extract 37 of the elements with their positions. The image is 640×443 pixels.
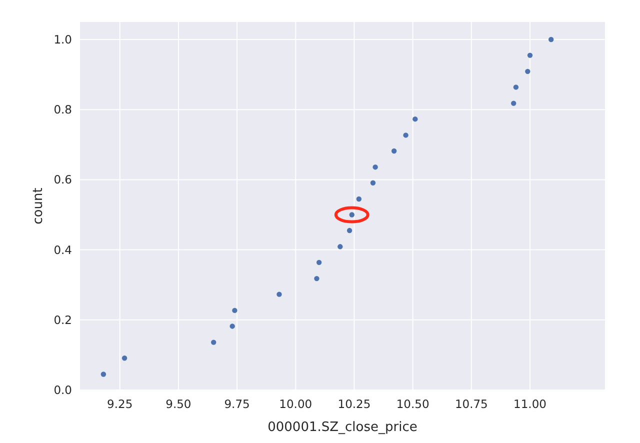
point <box>548 36 554 42</box>
y-tick-label: 1.0 <box>54 32 72 47</box>
point <box>316 260 322 266</box>
y-tick-label: 0.4 <box>54 242 72 257</box>
x-tick-label: 10.50 <box>396 397 430 411</box>
x-tick-label: 9.50 <box>166 397 192 411</box>
point <box>403 132 408 138</box>
point <box>338 244 343 250</box>
point <box>100 372 106 377</box>
x-tick-label: 10.00 <box>279 397 312 411</box>
point <box>122 356 128 361</box>
point <box>314 276 320 282</box>
point <box>391 148 397 154</box>
x-tick-label: 10.75 <box>454 397 488 411</box>
x-tick-label: 9.25 <box>107 397 133 411</box>
y-tick-label: 0.0 <box>54 383 72 397</box>
point <box>510 100 516 106</box>
point <box>412 116 418 122</box>
y-tick-label: 0.6 <box>54 172 72 187</box>
point <box>210 340 216 345</box>
point <box>346 228 352 234</box>
y-tick-label: 0.2 <box>54 312 72 327</box>
x-tick-label: 11.00 <box>514 397 546 411</box>
point <box>232 308 238 314</box>
point <box>525 68 530 74</box>
x-tick-label: 10.25 <box>338 397 371 411</box>
point <box>356 196 362 202</box>
point <box>527 52 533 58</box>
point <box>372 164 378 170</box>
point <box>513 84 519 90</box>
point <box>370 180 376 186</box>
x-tick-label: 9.75 <box>224 397 250 411</box>
y-tick-label: 0.8 <box>54 102 72 117</box>
point <box>230 324 235 329</box>
x-axis-title: 000001.SZ_close_price <box>268 420 418 435</box>
y-axis-title: count <box>31 188 46 224</box>
point <box>276 292 282 297</box>
